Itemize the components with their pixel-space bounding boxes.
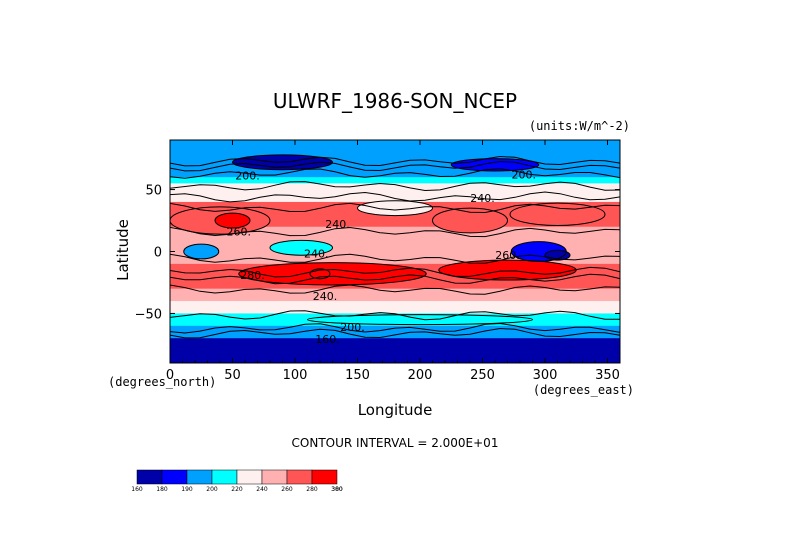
contour-label: 240. xyxy=(325,218,350,231)
y-tick-label: 0 xyxy=(154,246,162,261)
contour-line xyxy=(183,243,220,260)
contour-label: 200. xyxy=(235,170,260,183)
lat-band xyxy=(170,338,620,352)
field-region xyxy=(183,244,219,259)
contour-line xyxy=(170,160,620,172)
x-axis-note: (degrees_north) xyxy=(108,375,216,389)
x-tick-label: 150 xyxy=(345,368,370,383)
x-tick-label: 50 xyxy=(224,368,241,383)
contour-label: 260. xyxy=(495,249,520,262)
lat-band xyxy=(170,140,620,153)
x-tick-label: 0 xyxy=(166,368,174,383)
colorbar-swatch xyxy=(236,469,263,485)
plot-area xyxy=(170,140,620,363)
contour-line xyxy=(170,322,620,334)
field-region xyxy=(432,208,508,233)
contour-line xyxy=(450,158,540,172)
field-region xyxy=(270,240,333,256)
contour-line xyxy=(170,155,620,167)
colorbar-tick-label: 220 xyxy=(231,486,243,493)
contour-label: 240. xyxy=(470,192,495,205)
contour-line xyxy=(170,202,620,214)
contour-line xyxy=(307,314,533,326)
contour-line xyxy=(214,212,251,229)
contour-line xyxy=(170,206,271,235)
y-tick-label: 50 xyxy=(145,184,162,199)
contour-line xyxy=(357,200,433,217)
x-tick-label: 200 xyxy=(408,368,433,383)
x-tick-label: 100 xyxy=(283,368,308,383)
units-label: (units:W/m^-2) xyxy=(529,119,630,133)
contour-line xyxy=(232,154,333,171)
field-region xyxy=(307,314,533,325)
contour-line xyxy=(309,268,331,280)
colorbar-tick-label: 190 xyxy=(181,486,193,493)
lat-band xyxy=(170,350,620,363)
contour-label: 200. xyxy=(340,321,365,334)
x-units-note: (degrees_east) xyxy=(533,383,634,397)
contour-line xyxy=(238,262,427,286)
contour-interval-text: CONTOUR INTERVAL = 2.000E+01 xyxy=(292,436,499,450)
colorbar-swatch xyxy=(186,469,213,485)
x-tick-label: 250 xyxy=(470,368,495,383)
contour-line xyxy=(269,239,333,256)
y-tick-label: −50 xyxy=(135,307,162,322)
x-tick-label: 300 xyxy=(533,368,558,383)
contour-label: 160. xyxy=(315,333,340,346)
colorbar-tick-label: 380 xyxy=(331,486,343,493)
colorbar-swatch xyxy=(286,469,313,485)
lat-band xyxy=(170,183,620,191)
lat-band xyxy=(170,226,620,240)
contour-label: 240. xyxy=(304,248,329,261)
colorbar-swatch xyxy=(311,469,338,485)
colorbar-swatch xyxy=(136,469,163,485)
contour-line xyxy=(170,253,620,264)
x-axis-label: Longitude xyxy=(358,401,433,419)
colorbar-tick-label: 180 xyxy=(156,486,168,493)
colorbar-tick-label: 160 xyxy=(131,486,143,493)
field-region xyxy=(357,200,433,216)
contour-line xyxy=(170,327,620,339)
contour-line xyxy=(170,191,620,203)
field-region xyxy=(438,260,577,280)
contour-line xyxy=(170,284,620,295)
contour-line xyxy=(170,266,620,278)
contour-line xyxy=(544,249,571,261)
y-axis-label: Latitude xyxy=(114,219,132,281)
contour-line xyxy=(509,202,606,226)
lat-band xyxy=(170,301,620,314)
contour-line xyxy=(170,273,620,285)
colorbar-tick-label: 300 xyxy=(331,486,343,493)
colorbar-tick-label: 240 xyxy=(256,486,268,493)
lat-band xyxy=(170,214,620,228)
lat-band xyxy=(170,189,620,203)
colorbar-tick-label: 260 xyxy=(281,486,293,493)
colorbar-swatch xyxy=(261,469,288,485)
x-tick-label: 350 xyxy=(595,368,620,383)
contour-label: 200. xyxy=(512,168,537,181)
field-region xyxy=(215,213,250,228)
colorbar-swatch xyxy=(161,469,188,485)
contour-label: 240. xyxy=(313,290,338,303)
colorbar-tick-label: 280 xyxy=(306,486,318,493)
contour-label: 260. xyxy=(227,225,252,238)
chart-title: ULWRF_1986-SON_NCEP xyxy=(273,89,517,113)
contour-line xyxy=(438,259,577,281)
contour-line xyxy=(432,207,508,234)
contour-line xyxy=(170,168,620,179)
colorbar-swatch xyxy=(211,469,238,485)
contour-line xyxy=(170,310,620,321)
contour-line xyxy=(170,181,620,192)
contour-label: 280. xyxy=(240,269,265,282)
lat-band xyxy=(170,177,620,184)
colorbar-tick-label: 200 xyxy=(206,486,218,493)
